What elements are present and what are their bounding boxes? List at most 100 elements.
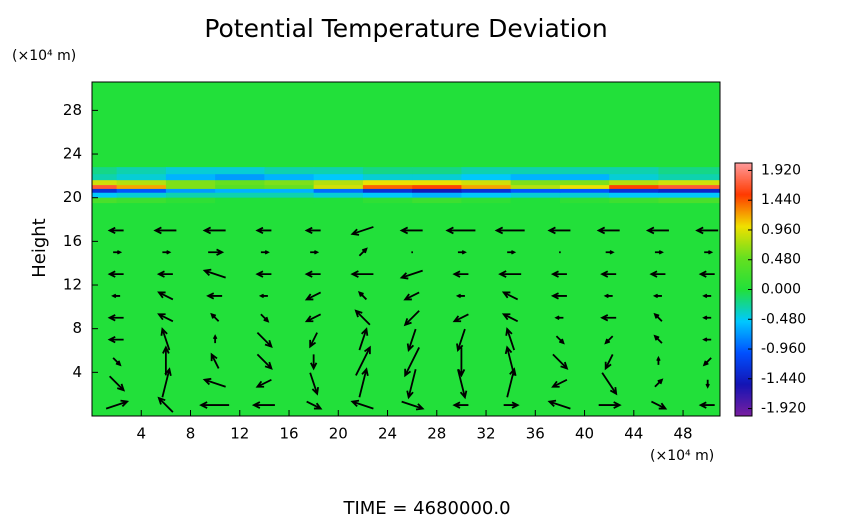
colorbar-strip <box>735 406 752 408</box>
colorbar-strip <box>735 218 752 220</box>
field-cell <box>362 197 413 204</box>
vector-arrow <box>645 226 669 235</box>
vector-arrow <box>202 377 226 388</box>
colorbar-strip <box>735 400 752 402</box>
colorbar-strip <box>735 304 752 306</box>
field-cell <box>658 184 721 189</box>
colorbar-strip <box>735 287 752 289</box>
colorbar-strip <box>735 367 752 369</box>
colorbar-strip <box>735 381 752 383</box>
colorbar-strip <box>735 299 752 301</box>
x-tick-label: 12 <box>230 425 249 443</box>
field-cell <box>461 184 512 189</box>
colorbar-strip <box>735 261 752 263</box>
y-tick-label: 28 <box>63 101 82 119</box>
colorbar-strip <box>735 409 752 411</box>
field-cell <box>116 188 167 193</box>
colorbar-strip <box>735 178 752 180</box>
vector-arrow <box>304 313 322 323</box>
colorbar-strip <box>735 395 752 397</box>
colorbar-strip <box>735 214 752 216</box>
colorbar-tick-label: 0.960 <box>761 222 801 238</box>
vector-arrow <box>404 347 420 378</box>
vector-arrow <box>457 250 467 255</box>
colorbar-tick-label: 1.440 <box>761 192 801 208</box>
colorbar-strip <box>735 380 752 382</box>
colorbar-strip <box>735 238 752 240</box>
colorbar-strip <box>735 386 752 388</box>
colorbar-strip <box>735 324 752 326</box>
colorbar-strip <box>735 330 752 332</box>
field-cell <box>658 173 721 181</box>
colorbar-strip <box>735 247 752 249</box>
vector-arrow <box>503 401 520 409</box>
colorbar-strip <box>735 345 752 347</box>
vector-arrow <box>504 345 516 376</box>
colorbar-strip <box>735 384 752 386</box>
colorbar-strip <box>735 228 752 230</box>
colorbar-strip <box>735 331 752 333</box>
vector-arrow <box>399 226 423 235</box>
vector-arrow <box>600 270 617 278</box>
colorbar-strip <box>735 186 752 188</box>
colorbar-strip <box>735 355 752 357</box>
vector-arrow <box>457 347 466 378</box>
colorbar-strip <box>735 398 752 400</box>
colorbar-strip <box>735 170 752 172</box>
colorbar-strip <box>735 410 752 412</box>
colorbar-strip <box>735 215 752 217</box>
colorbar-strip <box>735 373 752 375</box>
colorbar-strip <box>735 284 752 286</box>
field-cell <box>658 188 721 193</box>
colorbar-strip <box>735 262 752 264</box>
vector-arrow <box>656 355 661 365</box>
colorbar-strip <box>735 274 752 276</box>
colorbar-strip <box>735 201 752 203</box>
colorbar-strip <box>735 171 752 173</box>
colorbar-strip <box>735 213 752 215</box>
colorbar-strip <box>735 310 752 312</box>
field-cell <box>313 188 364 193</box>
field-cell <box>559 197 610 204</box>
colorbar-tick-label: -0.480 <box>761 311 806 327</box>
field-cell <box>510 173 561 181</box>
vector-arrow <box>604 354 614 371</box>
y-tick-label: 12 <box>63 276 82 294</box>
colorbar-strip <box>735 366 752 368</box>
vector-arrow <box>600 314 617 322</box>
field-cell <box>92 173 118 181</box>
colorbar-strip <box>735 375 752 377</box>
colorbar-strip <box>735 332 752 334</box>
colorbar-strip <box>735 173 752 175</box>
vector-arrow <box>702 315 712 320</box>
vector-arrow <box>652 293 662 299</box>
field-cell <box>461 188 512 193</box>
colorbar-strip <box>735 297 752 299</box>
colorbar-strip <box>735 164 752 166</box>
vector-arrow <box>654 378 664 388</box>
field-cell <box>362 188 413 193</box>
vector-arrow <box>604 335 614 345</box>
vector-arrow <box>354 309 371 326</box>
colorbar-tick-label: -0.960 <box>761 341 806 357</box>
field-cell <box>559 184 610 189</box>
colorbar-strip <box>735 176 752 178</box>
colorbar-strip <box>735 285 752 287</box>
vector-arrow <box>160 327 171 351</box>
vector-arrow <box>108 375 126 392</box>
colorbar-strip <box>735 250 752 252</box>
field-cell <box>412 188 462 193</box>
colorbar-strip <box>735 301 752 303</box>
colorbar-strip <box>735 372 752 374</box>
vector-arrow <box>406 328 417 353</box>
y-tick-label: 24 <box>63 145 82 163</box>
vector-arrow <box>603 293 613 299</box>
colorbar-strip <box>735 280 752 282</box>
colorbar-strip <box>735 305 752 307</box>
colorbar-strip <box>735 399 752 401</box>
field-cell <box>510 197 561 204</box>
colorbar-strip <box>735 235 752 237</box>
vector-arrow <box>255 270 272 278</box>
x-tick-label: 36 <box>526 425 545 443</box>
